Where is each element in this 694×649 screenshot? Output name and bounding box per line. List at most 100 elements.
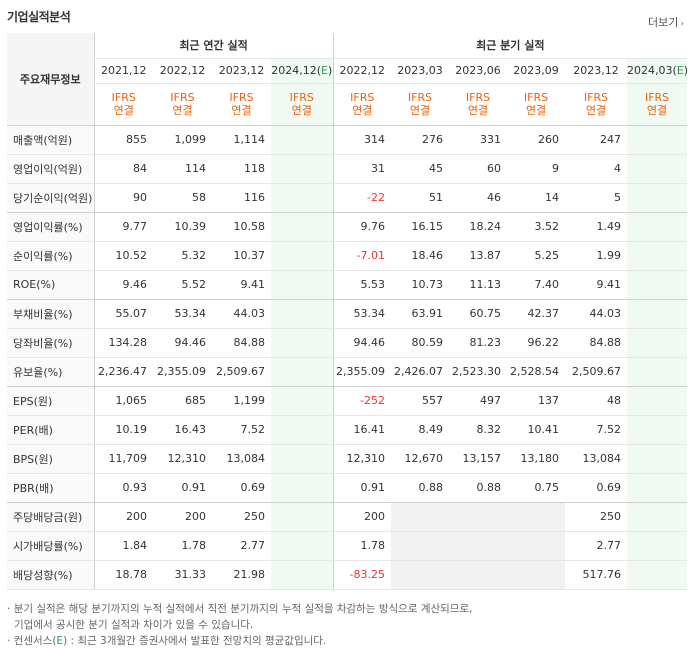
row-label: 순이익률(%) (7, 241, 94, 271)
annual-cell: 1,114 (212, 125, 271, 155)
annual-cell (271, 212, 334, 242)
quarter-cell: 13,084 (565, 444, 628, 474)
quarter-cell (507, 531, 566, 561)
annual-cell: 44.03 (212, 299, 271, 329)
quarter-cell: 5.25 (507, 241, 566, 271)
quarter-cell: 80.59 (391, 328, 450, 358)
table-row: BPS(원) 11,709 12,310 13,084 12,310 12,670 13,1… (7, 444, 688, 474)
quarter-cell: 9.41 (565, 270, 628, 300)
quarter-cell (391, 531, 450, 561)
annual-cell (271, 241, 334, 271)
quarter-cell (449, 531, 508, 561)
page-title: 기업실적분석 (7, 10, 71, 24)
quarter-cell: 8.32 (449, 415, 508, 445)
quarter-cell: 5.53 (332, 270, 392, 300)
quarter-cell: 1.78 (332, 531, 392, 561)
row-label: EPS(원) (7, 386, 94, 416)
annual-cell: 855 (93, 125, 153, 155)
annual-cell: 94.46 (153, 328, 212, 358)
annual-cell: 0.93 (93, 473, 153, 503)
table-row: 순이익률(%) 10.52 5.32 10.37 -7.01 18.46 13.87 5.25… (7, 241, 688, 271)
table-row: PBR(배) 0.93 0.91 0.69 0.91 0.88 0.88 0.75 0.69 (7, 473, 688, 503)
quarter-cell: 81.23 (449, 328, 508, 358)
basis-header: IFRS 연결 (507, 83, 566, 126)
basis-header: IFRS 연결 (391, 83, 450, 126)
quarter-cell: 51 (391, 183, 450, 213)
quarter-cell (627, 415, 688, 445)
quarter-cell (627, 125, 688, 155)
annual-cell: 1,199 (212, 386, 271, 416)
quarter-cell (449, 502, 508, 532)
annual-cell: 5.52 (153, 270, 212, 300)
annual-cell: 114 (153, 154, 212, 184)
annual-cell: 9.77 (93, 212, 153, 242)
period-header: 2022,12 (153, 58, 212, 84)
annual-cell (271, 415, 334, 445)
row-label: 유보율(%) (7, 357, 94, 387)
row-label: ROE(%) (7, 270, 94, 300)
quarter-cell: 2,509.67 (565, 357, 628, 387)
quarter-cell (627, 502, 688, 532)
basis-header: IFRS 연결 (212, 83, 271, 126)
quarter-cell (627, 299, 688, 329)
basis-header: IFRS 연결 (565, 83, 628, 126)
annual-cell: 16.43 (153, 415, 212, 445)
annual-cell (271, 531, 334, 561)
period-header: 2023,09 (507, 58, 566, 84)
annual-cell: 0.91 (153, 473, 212, 503)
quarter-cell: -22 (332, 183, 392, 213)
annual-cell: 10.39 (153, 212, 212, 242)
table-row: 유보율(%) 2,236.47 2,355.09 2,509.67 2,355.09 2,… (7, 357, 688, 387)
annual-cell: 5.32 (153, 241, 212, 271)
annual-cell (271, 183, 334, 213)
period-header: 2022,12 (332, 58, 392, 84)
quarter-cell: 2,523.30 (449, 357, 508, 387)
quarter-cell: 12,670 (391, 444, 450, 474)
period-header: 2023,03 (391, 58, 450, 84)
quarter-cell: 4 (565, 154, 628, 184)
quarter-cell: 2,426.07 (391, 357, 450, 387)
quarter-cell: -83.25 (332, 560, 392, 590)
annual-cell: 1.78 (153, 531, 212, 561)
quarter-cell (627, 560, 688, 590)
annual-cell (271, 444, 334, 474)
annual-cell: 55.07 (93, 299, 153, 329)
annual-cell: 84.88 (212, 328, 271, 358)
quarter-cell: 45 (391, 154, 450, 184)
quarter-cell: 12,310 (332, 444, 392, 474)
quarter-cell: 94.46 (332, 328, 392, 358)
quarter-cell: 13,180 (507, 444, 566, 474)
annual-cell: 10.37 (212, 241, 271, 271)
quarter-cell: 13.87 (449, 241, 508, 271)
row-label: 주당배당금(원) (7, 502, 94, 532)
quarter-cell: -252 (332, 386, 392, 416)
basis-header: IFRS 연결 (627, 83, 688, 126)
more-link[interactable]: 더보기 › (648, 14, 684, 30)
annual-cell (271, 125, 334, 155)
quarter-cell: 46 (449, 183, 508, 213)
quarter-cell: 13,157 (449, 444, 508, 474)
annual-cell: 13,084 (212, 444, 271, 474)
table-row: 시가배당률(%) 1.84 1.78 2.77 1.78 2.77 (7, 531, 688, 561)
table-row: 주당배당금(원) 200 200 250 200 250 (7, 502, 688, 532)
quarter-cell: 7.40 (507, 270, 566, 300)
quarter-cell: 8.49 (391, 415, 450, 445)
annual-cell: 18.78 (93, 560, 153, 590)
quarter-cell: 96.22 (507, 328, 566, 358)
annual-cell (271, 386, 334, 416)
quarter-cell: 0.91 (332, 473, 392, 503)
chevron-right-icon: › (680, 19, 684, 29)
annual-cell: 31.33 (153, 560, 212, 590)
annual-cell: 1.84 (93, 531, 153, 561)
footnote-consensus: · 컨센서스(E) : 최근 3개월간 증권사에서 발표한 전망치의 평균값입니… (7, 635, 327, 647)
annual-cell: 200 (93, 502, 153, 532)
annual-cell: 11,709 (93, 444, 153, 474)
annual-cell (271, 560, 334, 590)
quarter-cell: 2.77 (565, 531, 628, 561)
row-label: 배당성향(%) (7, 560, 94, 590)
quarter-cell (507, 502, 566, 532)
quarter-cell: 517.76 (565, 560, 628, 590)
annual-cell (271, 270, 334, 300)
annual-cell: 9.41 (212, 270, 271, 300)
table-row: 매출액(억원) 855 1,099 1,114 314 276 331 260 247 (7, 125, 688, 155)
